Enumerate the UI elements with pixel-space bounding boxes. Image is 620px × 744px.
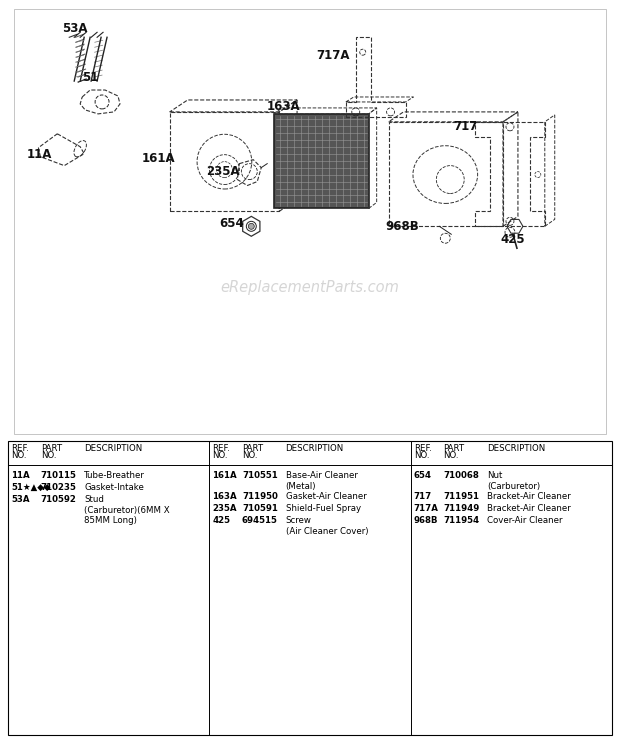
Text: 235A: 235A <box>213 504 237 513</box>
Text: PART: PART <box>41 444 62 453</box>
Text: eReplacementParts.com: eReplacementParts.com <box>221 280 399 295</box>
Text: 710592: 710592 <box>41 496 77 504</box>
Text: NO.: NO. <box>11 451 27 460</box>
Text: Tube-Breather: Tube-Breather <box>84 471 145 480</box>
Text: 717A: 717A <box>414 504 438 513</box>
Text: Shield-Fuel Spray: Shield-Fuel Spray <box>286 504 361 513</box>
Text: 425: 425 <box>500 233 525 246</box>
Text: 51: 51 <box>82 71 99 83</box>
Text: Nut
(Carburetor): Nut (Carburetor) <box>487 471 540 490</box>
Text: REF.: REF. <box>213 444 230 453</box>
Text: Bracket-Air Cleaner: Bracket-Air Cleaner <box>487 504 570 513</box>
Text: 235A: 235A <box>206 165 240 178</box>
Text: 161A: 161A <box>213 471 237 480</box>
Text: 711951: 711951 <box>443 493 479 501</box>
Text: 710591: 710591 <box>242 504 278 513</box>
Text: 968B: 968B <box>414 516 438 525</box>
Text: DESCRIPTION: DESCRIPTION <box>286 444 344 453</box>
Text: NO.: NO. <box>242 451 257 460</box>
Text: 968B: 968B <box>386 219 419 233</box>
Text: 710235: 710235 <box>41 483 77 493</box>
Text: 161A: 161A <box>142 153 175 165</box>
Circle shape <box>249 223 254 229</box>
Text: Bracket-Air Cleaner: Bracket-Air Cleaner <box>487 493 570 501</box>
Text: Base-Air Cleaner
(Metal): Base-Air Cleaner (Metal) <box>286 471 358 490</box>
Text: NO.: NO. <box>443 451 459 460</box>
Text: 717A: 717A <box>316 48 350 62</box>
Text: REF.: REF. <box>414 444 432 453</box>
Text: Gasket-Intake: Gasket-Intake <box>84 483 144 493</box>
Text: 11A: 11A <box>11 471 30 480</box>
Text: 163A: 163A <box>213 493 237 501</box>
Text: Gasket-Air Cleaner: Gasket-Air Cleaner <box>286 493 366 501</box>
Text: PART: PART <box>242 444 263 453</box>
Text: DESCRIPTION: DESCRIPTION <box>487 444 545 453</box>
Text: 710068: 710068 <box>443 471 479 480</box>
Text: 654: 654 <box>414 471 432 480</box>
Text: 425: 425 <box>213 516 231 525</box>
Text: 711949: 711949 <box>443 504 479 513</box>
Text: 694515: 694515 <box>242 516 278 525</box>
Text: 654: 654 <box>219 217 244 230</box>
Text: REF.: REF. <box>11 444 29 453</box>
Text: 717: 717 <box>414 493 432 501</box>
Text: NO.: NO. <box>41 451 56 460</box>
Text: 710115: 710115 <box>41 471 77 480</box>
Text: 710551: 710551 <box>242 471 278 480</box>
Text: 53A: 53A <box>11 496 30 504</box>
Circle shape <box>246 222 256 231</box>
Text: 53A: 53A <box>62 22 88 35</box>
Text: 711954: 711954 <box>443 516 479 525</box>
Text: 51★▲◆◆: 51★▲◆◆ <box>11 483 51 493</box>
Text: Stud
(Carburetor)(6MM X
85MM Long): Stud (Carburetor)(6MM X 85MM Long) <box>84 496 170 525</box>
Text: 717: 717 <box>453 121 477 133</box>
Text: 11A: 11A <box>27 148 52 161</box>
Text: 163A: 163A <box>266 100 300 113</box>
Text: NO.: NO. <box>414 451 429 460</box>
Text: PART: PART <box>443 444 464 453</box>
Text: 711950: 711950 <box>242 493 278 501</box>
Text: Screw
(Air Cleaner Cover): Screw (Air Cleaner Cover) <box>286 516 368 536</box>
Text: Cover-Air Cleaner: Cover-Air Cleaner <box>487 516 562 525</box>
Text: NO.: NO. <box>213 451 228 460</box>
Bar <box>274 114 369 208</box>
Text: DESCRIPTION: DESCRIPTION <box>84 444 143 453</box>
